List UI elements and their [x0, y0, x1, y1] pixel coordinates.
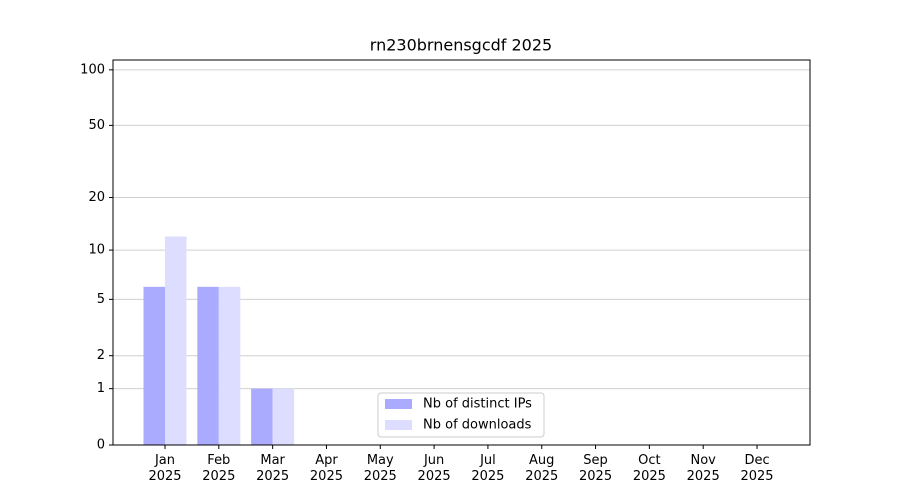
legend: Nb of distinct IPs Nb of downloads: [377, 392, 545, 438]
x-tick-label: Aug 2025: [525, 453, 559, 484]
y-tick-label: 2: [97, 348, 105, 363]
legend-label: Nb of downloads: [423, 418, 532, 433]
x-tick-label: May 2025: [363, 453, 397, 484]
x-tick-label: Jan 2025: [148, 453, 182, 484]
x-tick-label: Sep 2025: [579, 453, 613, 484]
x-tick-label: Apr 2025: [309, 453, 343, 484]
y-tick-label: 0: [97, 438, 105, 453]
legend-label: Nb of distinct IPs: [423, 397, 532, 412]
bar: [272, 388, 295, 445]
bar: [251, 388, 273, 445]
x-tick-label: Oct 2025: [632, 453, 666, 484]
legend-swatch: [385, 399, 412, 409]
bar: [218, 286, 241, 445]
x-tick-label: Dec 2025: [740, 453, 774, 484]
x-tick-label: Feb 2025: [202, 453, 236, 484]
y-tick-label: 100: [80, 62, 105, 77]
bar: [197, 286, 219, 445]
plot-frame: [112, 59, 811, 446]
y-tick-label: 5: [97, 292, 105, 307]
chart-title: rn230brnensgcdf 2025: [370, 36, 552, 55]
x-tick-label: Mar 2025: [256, 453, 290, 484]
y-tick-label: 20: [88, 190, 105, 205]
y-tick-label: 50: [88, 118, 105, 133]
legend-swatch: [385, 420, 412, 430]
legend-frame: [377, 392, 545, 438]
bar: [165, 236, 187, 445]
y-tick-label: 10: [88, 243, 105, 258]
y-tick-label: 1: [97, 381, 105, 396]
x-tick-label: Jun 2025: [417, 453, 451, 484]
bar: [143, 286, 165, 445]
x-tick-label: Jul 2025: [471, 453, 505, 484]
x-tick-label: Nov 2025: [686, 453, 720, 484]
